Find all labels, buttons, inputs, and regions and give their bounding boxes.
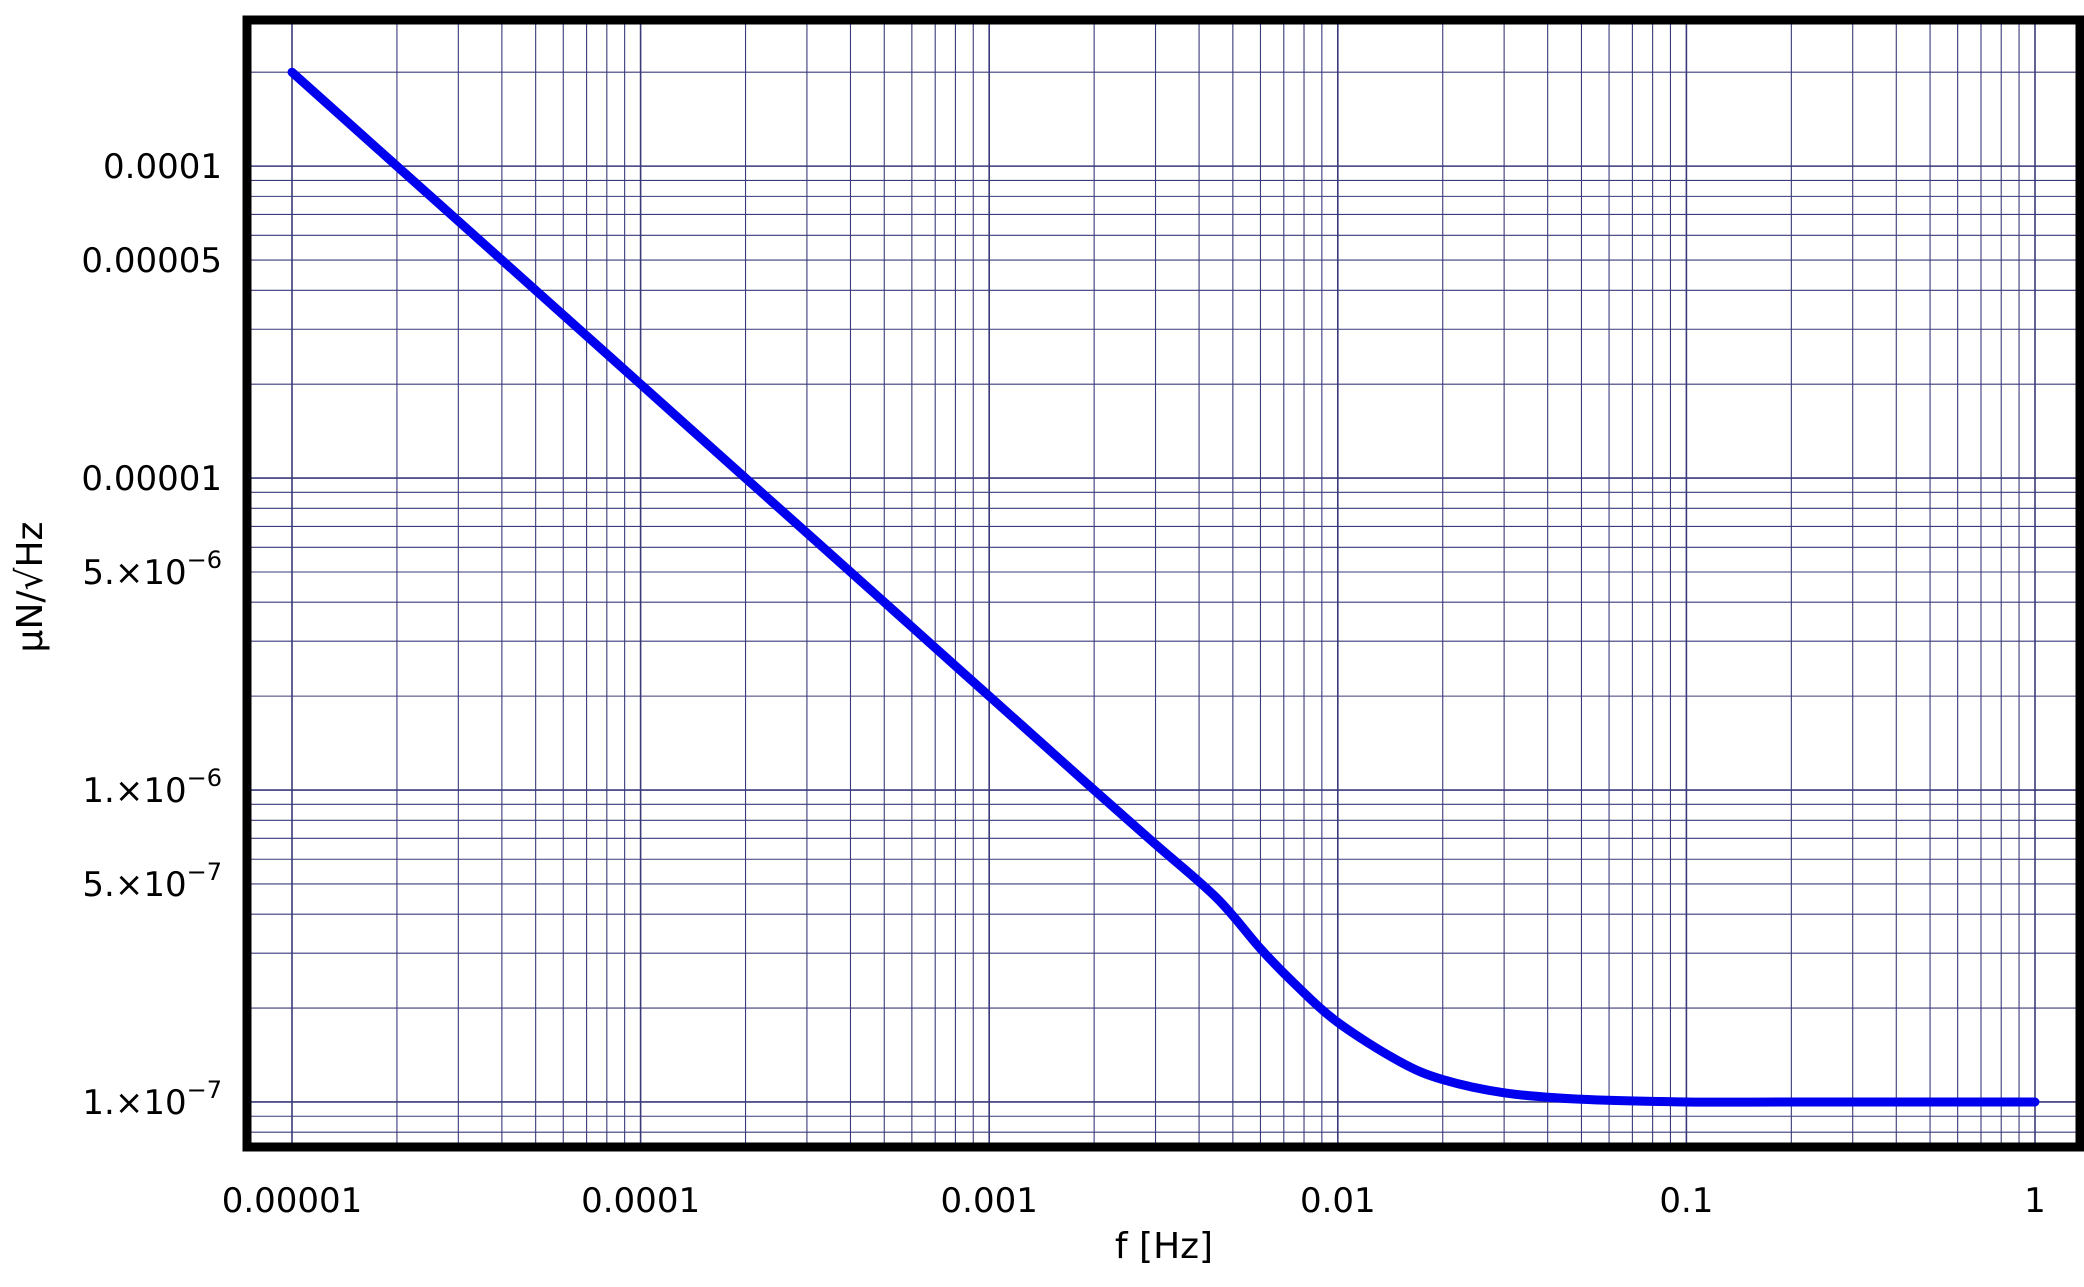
y-tick-label: 0.00001: [81, 459, 222, 499]
y-axis-label: μN/√Hz: [10, 522, 51, 653]
x-tick-label: 0.0001: [581, 1181, 700, 1221]
series-line: [287, 67, 2040, 1107]
y-tick-label: 5.×10−7: [82, 858, 222, 905]
y-tick-label: 0.00005: [81, 241, 222, 281]
x-axis-label: f [Hz]: [1115, 1226, 1213, 1267]
x-tick-label: 0.001: [941, 1181, 1038, 1221]
x-tick-labels: 0.00001 0.0001 0.001 0.01 0.1 1: [222, 1181, 2046, 1221]
x-tick-label: 0.1: [1659, 1181, 1713, 1221]
x-tick-label: 0.01: [1300, 1181, 1376, 1221]
y-tick-labels: 0.0001 0.00005 0.00001 5.×10−6 1.×10−6 5.×10−…: [81, 147, 222, 1123]
y-tick-label: 5.×10−6: [82, 546, 222, 593]
grid: [247, 20, 2080, 1147]
x-tick-label: 1: [2024, 1181, 2046, 1221]
y-tick-label: 1.×10−6: [82, 764, 222, 811]
plot-frame: [242, 15, 2084, 1152]
y-tick-label: 0.0001: [103, 147, 222, 187]
y-tick-label: 1.×10−7: [82, 1076, 222, 1123]
x-tick-label: 0.00001: [222, 1181, 363, 1221]
